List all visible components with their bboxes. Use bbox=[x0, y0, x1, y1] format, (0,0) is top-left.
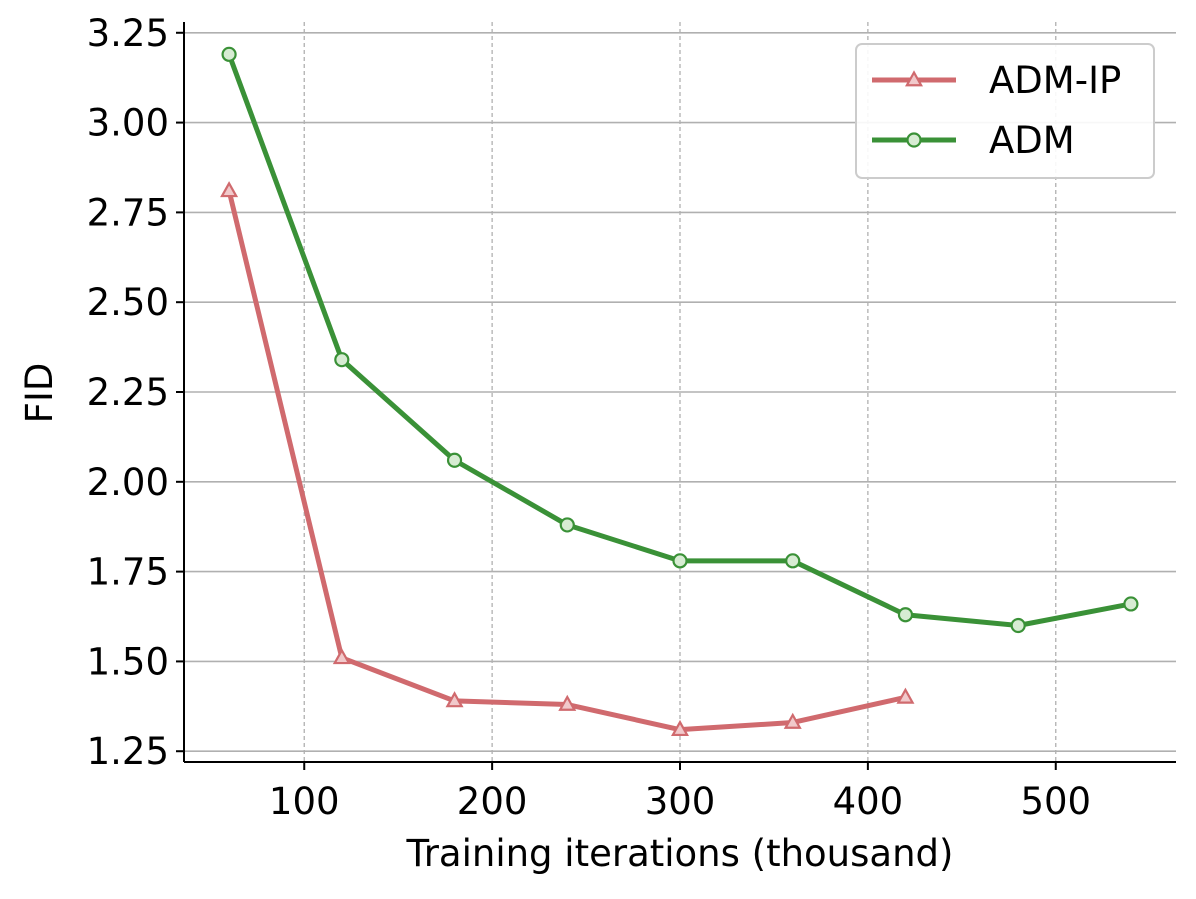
legend: ADM-IP ADM bbox=[855, 43, 1155, 179]
data-point-adm-ip bbox=[671, 719, 689, 737]
x-tick-label: 100 bbox=[269, 780, 340, 823]
y-tick-label: 2.75 bbox=[87, 191, 169, 234]
x-tick-label: 500 bbox=[1020, 780, 1091, 823]
y-tick-label: 2.50 bbox=[87, 281, 169, 324]
data-point-adm-ip bbox=[558, 694, 577, 711]
y-tick-label: 1.50 bbox=[87, 640, 169, 683]
y-tick-label: 3.00 bbox=[87, 102, 169, 145]
data-point-adm bbox=[1123, 596, 1139, 612]
data-point-adm-ip bbox=[896, 687, 915, 704]
data-point-adm bbox=[446, 452, 463, 468]
legend-marker-adm-ip bbox=[905, 70, 923, 87]
series-line-adm-ip bbox=[226, 190, 906, 733]
data-point-adm bbox=[559, 517, 575, 533]
x-tick-label: 200 bbox=[457, 780, 528, 823]
tick-labels: 1.25 1.50 1.75 2.00 2.25 2.50 2.75 3.00 3.25 100 2… bbox=[87, 12, 1091, 823]
x-axis-label: Training iterations (thousand) bbox=[406, 832, 954, 875]
legend-label-adm-ip: ADM-IP bbox=[989, 59, 1121, 102]
series-adm bbox=[221, 46, 1139, 634]
data-point-adm bbox=[334, 352, 350, 368]
y-tick-label: 1.75 bbox=[87, 551, 169, 594]
data-point-adm-ip bbox=[220, 181, 239, 198]
y-tick-label: 3.25 bbox=[87, 12, 169, 55]
x-tick-label: 400 bbox=[833, 780, 904, 823]
x-tick-label: 300 bbox=[645, 780, 716, 823]
y-tick-label: 1.25 bbox=[87, 730, 169, 773]
series bbox=[220, 46, 1139, 737]
data-point-adm bbox=[785, 553, 801, 569]
data-point-adm-ip bbox=[445, 691, 464, 708]
y-tick-label: 2.00 bbox=[87, 461, 169, 504]
data-point-adm bbox=[1010, 617, 1026, 634]
axes bbox=[176, 22, 1176, 770]
y-tick-label: 2.25 bbox=[87, 371, 169, 414]
data-point-adm bbox=[897, 607, 914, 623]
data-point-adm bbox=[672, 553, 688, 569]
data-point-adm-ip bbox=[332, 648, 351, 665]
y-axis-label: FID bbox=[18, 363, 61, 424]
legend-marker-adm bbox=[906, 132, 922, 148]
legend-label-adm: ADM bbox=[989, 119, 1075, 162]
data-point-adm bbox=[221, 46, 237, 62]
data-point-adm-ip bbox=[783, 712, 802, 729]
series-adm-ip bbox=[220, 181, 915, 737]
